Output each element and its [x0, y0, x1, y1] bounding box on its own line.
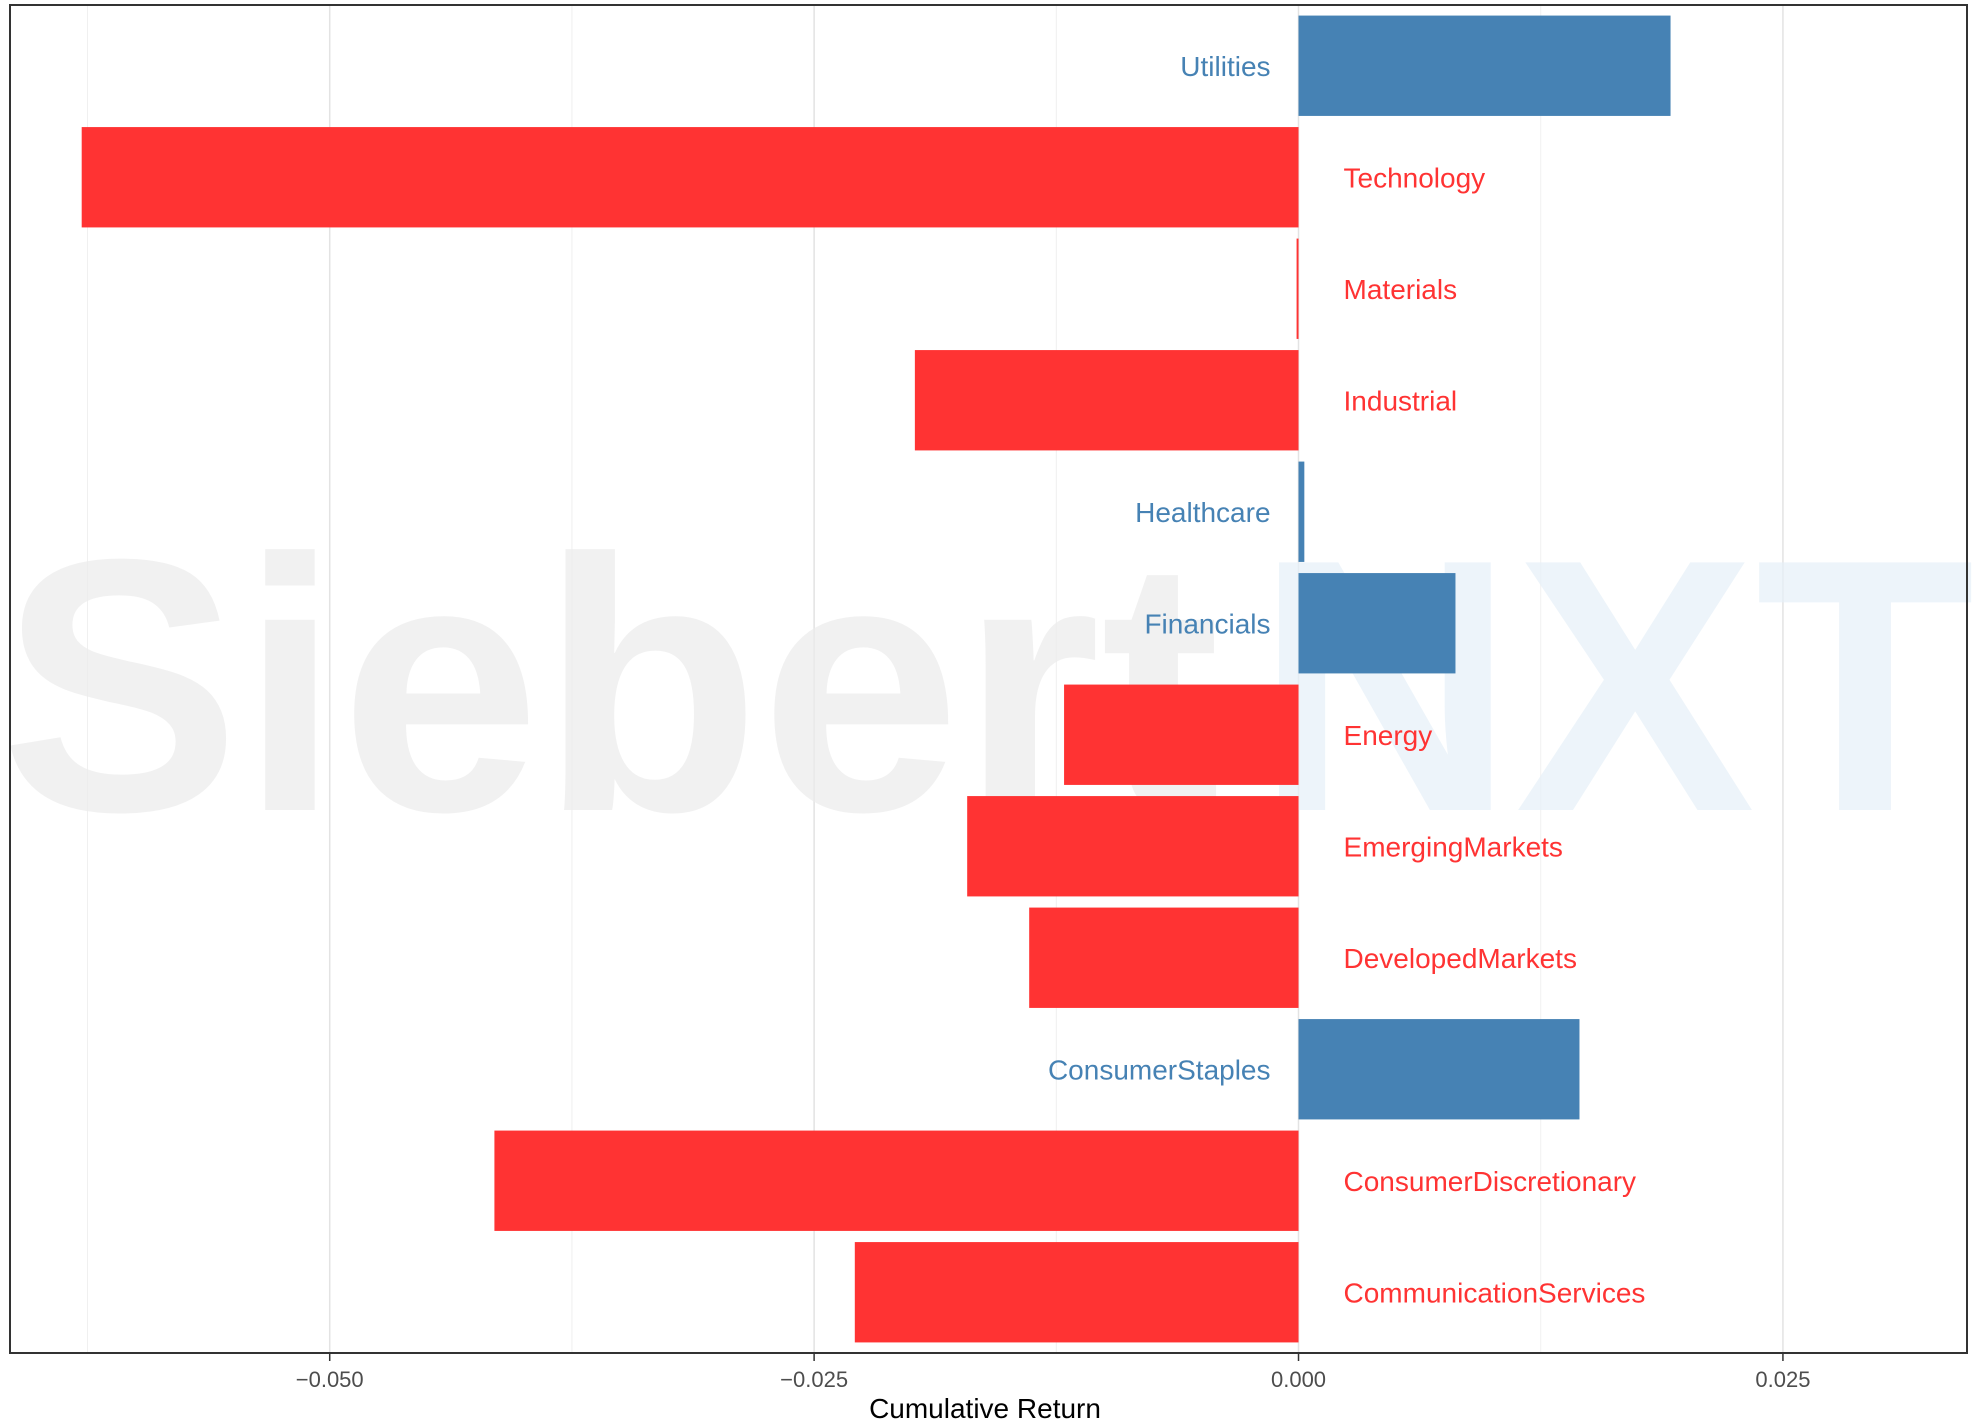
bar-labels: Utilities Technology Materials Industrial He…	[1048, 51, 1645, 1309]
bar-label-materials: Materials	[1344, 274, 1458, 305]
bars	[81, 15, 1671, 1343]
bar-label-communicationservices: CommunicationServices	[1344, 1277, 1646, 1308]
bar-label-industrial: Industrial	[1344, 385, 1458, 416]
bar-label-technology: Technology	[1344, 162, 1486, 193]
bar-industrial	[914, 350, 1299, 451]
bar-healthcare	[1298, 461, 1305, 562]
bar-energy	[1064, 684, 1299, 785]
x-axis: −0.050 −0.025 0.000 0.025	[296, 1353, 1810, 1392]
bar-communicationservices	[854, 1242, 1299, 1343]
panel-background	[10, 5, 1967, 1353]
bar-consumerdiscretionary	[494, 1130, 1299, 1231]
x-axis-title: Cumulative Return	[869, 1393, 1101, 1423]
bar-label-utilities: Utilities	[1180, 51, 1270, 82]
bar-label-financials: Financials	[1144, 608, 1270, 639]
bar-label-consumerstaples: ConsumerStaples	[1048, 1054, 1271, 1085]
bar-technology	[81, 127, 1299, 228]
bar-emergingmarkets	[967, 796, 1299, 897]
bar-label-healthcare: Healthcare	[1135, 497, 1270, 528]
grid-lines	[87, 5, 1784, 1353]
bar-label-developedmarkets: DevelopedMarkets	[1344, 943, 1577, 974]
bar-materials	[1296, 238, 1299, 339]
bar-financials	[1298, 573, 1456, 674]
x-tick-label: −0.050	[296, 1367, 364, 1392]
bar-label-energy: Energy	[1344, 720, 1433, 751]
bar-label-consumerdiscretionary: ConsumerDiscretionary	[1344, 1166, 1637, 1197]
bar-consumerstaples	[1298, 1019, 1580, 1120]
panel-border	[9, 4, 1968, 1354]
x-tick-label: 0.000	[1271, 1367, 1326, 1392]
x-tick-label: −0.025	[780, 1367, 848, 1392]
bar-developedmarkets	[1029, 907, 1299, 1008]
x-tick-label: 0.025	[1755, 1367, 1810, 1392]
bar-utilities	[1298, 15, 1671, 116]
bar-label-emergingmarkets: EmergingMarkets	[1344, 831, 1563, 862]
watermark-nxt: NXT	[1255, 485, 1975, 887]
